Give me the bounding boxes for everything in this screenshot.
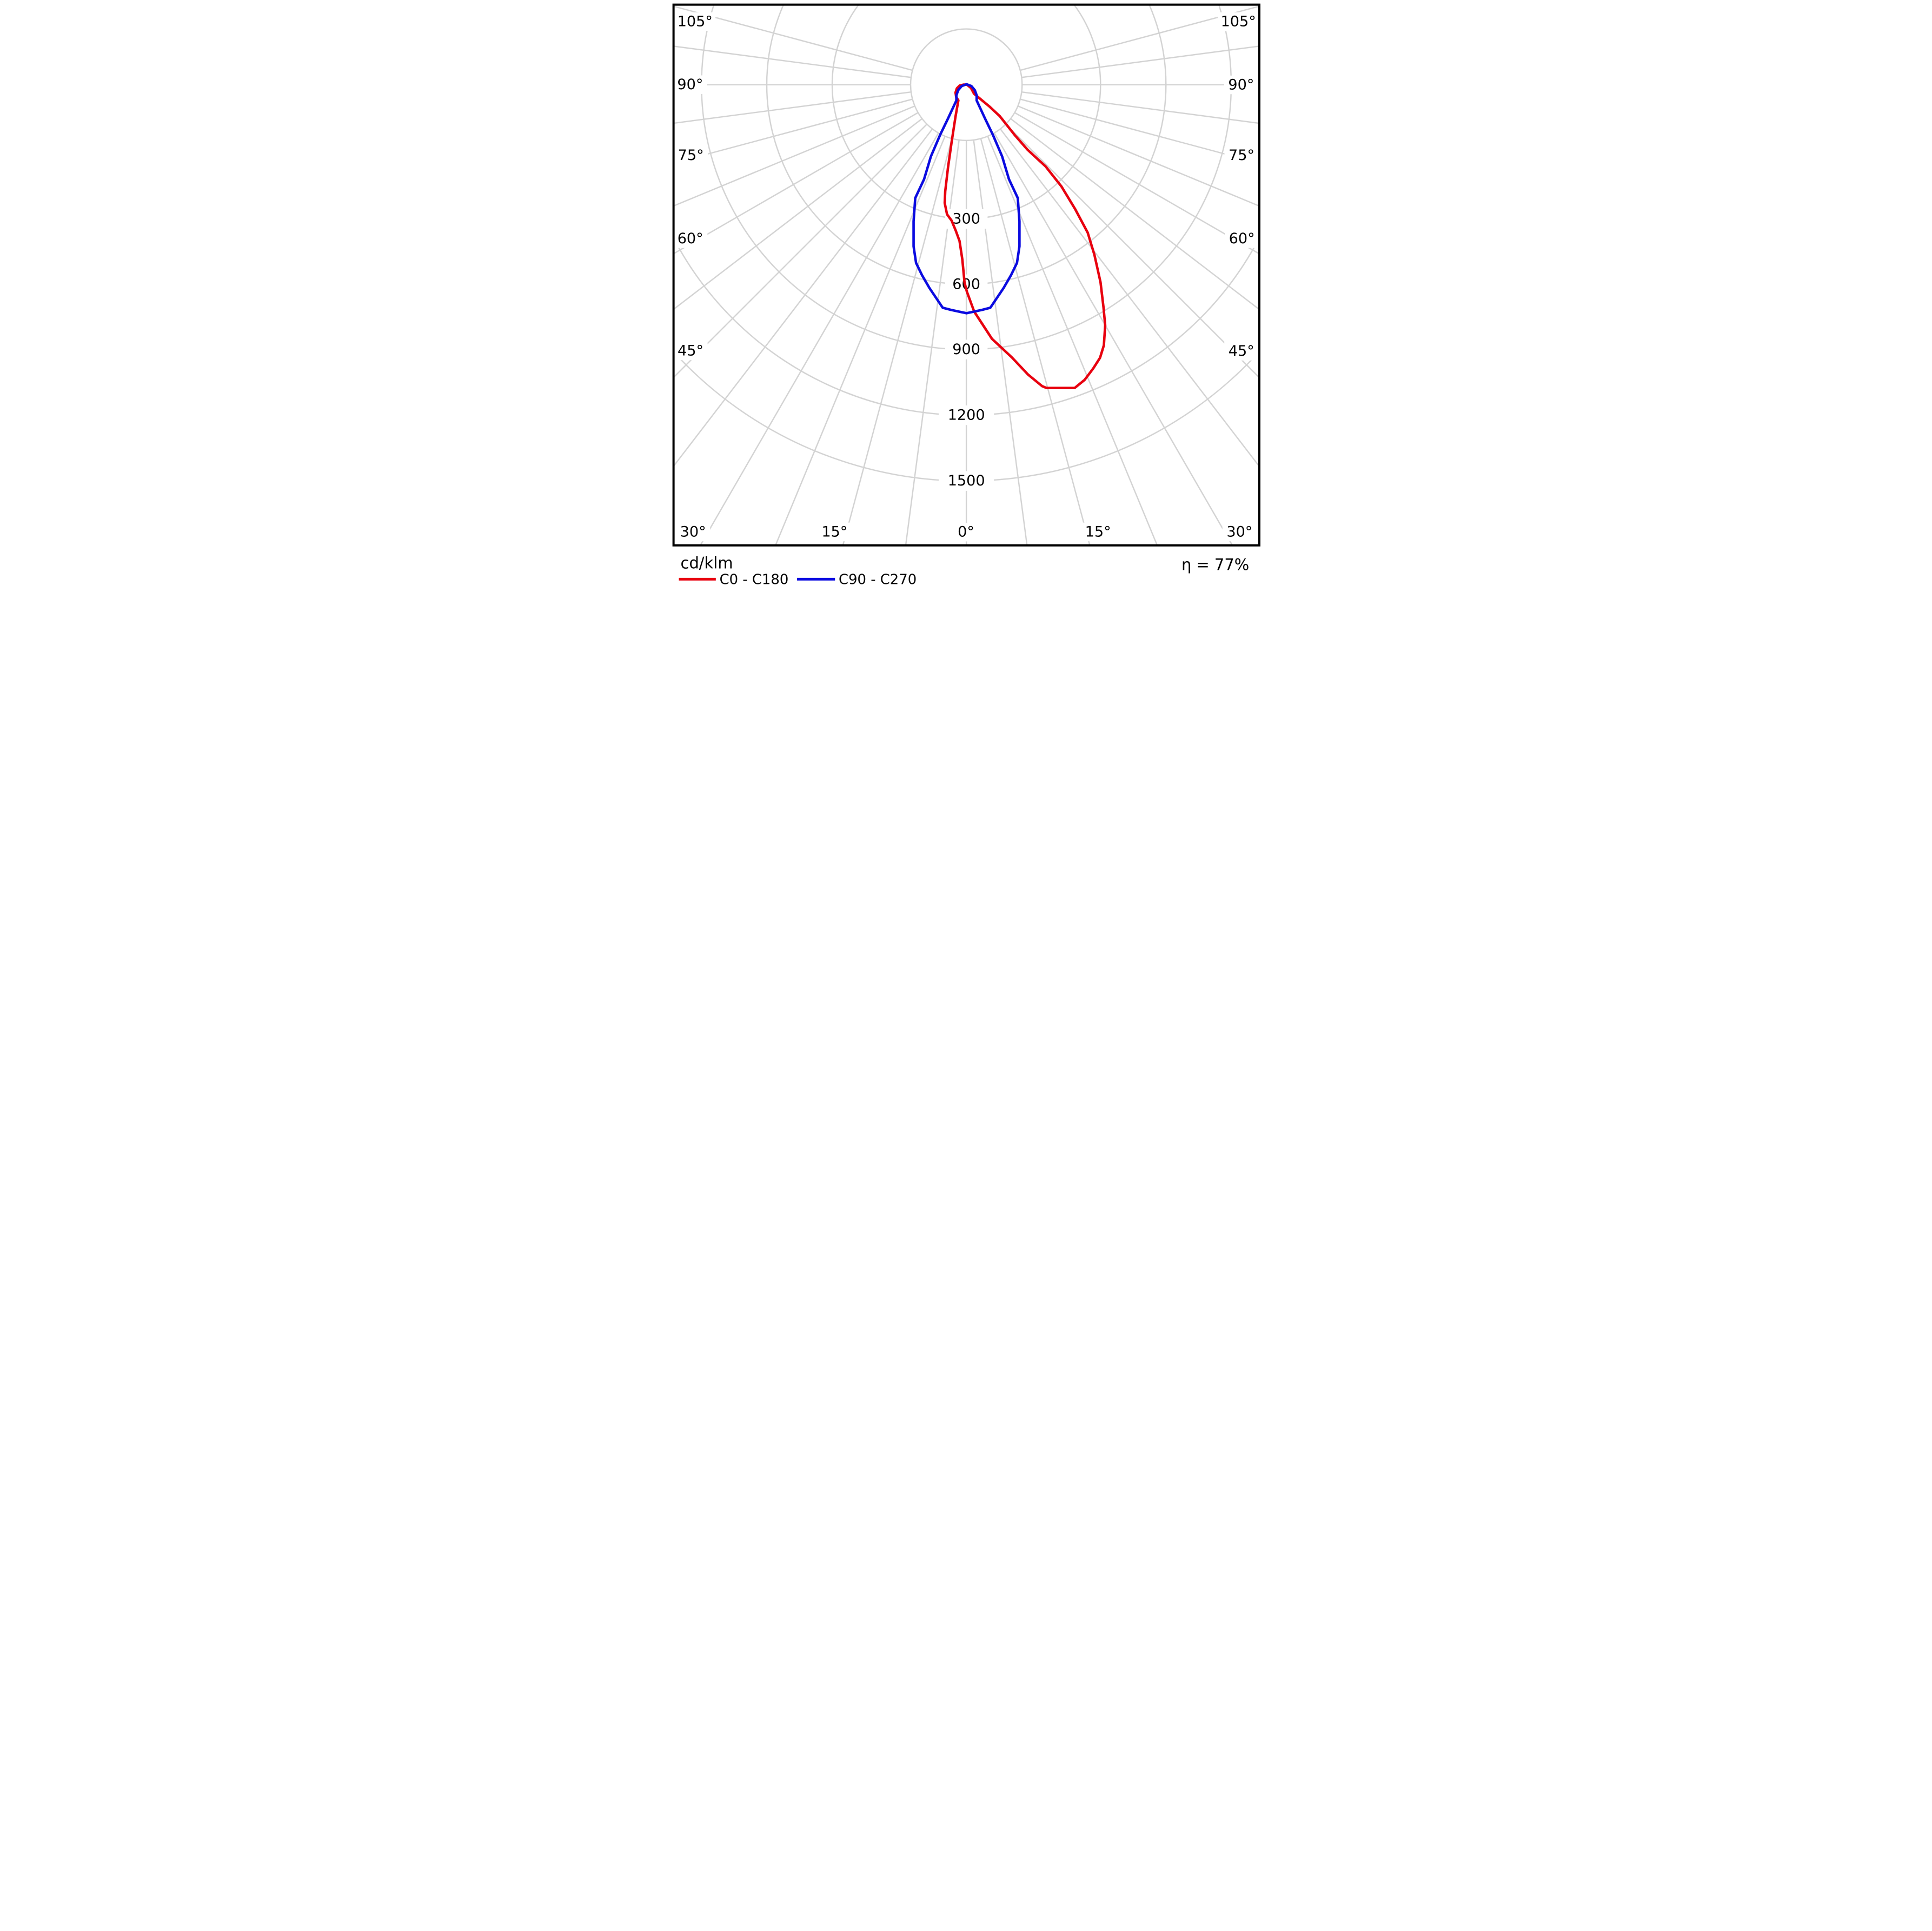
gamma-spoke xyxy=(1010,118,1258,310)
gamma-spoke xyxy=(842,138,953,545)
gamma-spoke xyxy=(1019,5,1258,71)
curve-c90-c270 xyxy=(912,83,1021,315)
gamma-spoke xyxy=(1014,112,1258,254)
gamma-angle-label: 30° xyxy=(680,523,706,540)
gamma-spoke xyxy=(674,45,911,78)
ring-value-label: 300 xyxy=(952,210,980,227)
gamma-spoke xyxy=(1019,98,1258,164)
gamma-spoke xyxy=(972,139,1027,545)
gamma-angle-label-box xyxy=(953,522,979,542)
gamma-angle-label: 30° xyxy=(1226,523,1252,540)
inner-circle xyxy=(909,28,1023,142)
gamma-angle-label-box xyxy=(1217,12,1259,31)
gamma-angle-label: 105° xyxy=(1220,14,1256,30)
gamma-angle-label: 45° xyxy=(678,342,703,359)
legend-blue-label: C90 - C270 xyxy=(839,572,917,588)
gamma-spoke xyxy=(674,105,915,207)
plot-border xyxy=(672,3,1260,547)
gamma-angle-label-box xyxy=(1224,146,1259,165)
gamma-spoke xyxy=(980,138,1090,545)
ring-value-label-box xyxy=(938,405,994,425)
ring-value-label: 1500 xyxy=(947,472,985,489)
gamma-spoke xyxy=(1017,105,1258,207)
gamma-angle-label: 90° xyxy=(1228,77,1254,94)
ring-value-label-box xyxy=(945,339,987,359)
gamma-angle-label: 15° xyxy=(821,523,847,540)
gamma-angle-label-box xyxy=(673,341,708,361)
gamma-spoke xyxy=(674,5,913,71)
gamma-spoke xyxy=(993,132,1233,545)
gamma-angle-label: 105° xyxy=(677,14,712,30)
gamma-angle-label-box xyxy=(1224,229,1259,248)
gamma-spoke xyxy=(674,112,918,254)
gamma-spoke xyxy=(986,136,1158,545)
gamma-angle-label: 75° xyxy=(678,147,703,164)
gamma-angle-label-box xyxy=(674,12,715,31)
gamma-spoke xyxy=(674,128,933,467)
gamma-angle-label: 0° xyxy=(958,524,974,541)
ring-value-label-box xyxy=(938,471,994,491)
intensity-curves xyxy=(912,83,1106,389)
gamma-spoke xyxy=(674,118,922,310)
legend-red-label: C0 - C180 xyxy=(719,572,788,588)
gamma-angle-label-box xyxy=(1222,522,1257,542)
gamma-angle-label-box xyxy=(675,522,710,542)
gamma-angle-label: 60° xyxy=(677,230,703,247)
gamma-angle-label: 15° xyxy=(1085,523,1111,540)
gamma-spoke xyxy=(674,98,913,164)
ring-value-label-box xyxy=(945,209,987,229)
gamma-angle-label: 90° xyxy=(677,76,703,93)
gamma-spoke xyxy=(775,136,946,545)
gamma-angle-label-box xyxy=(673,75,707,94)
gamma-angle-label: 75° xyxy=(1229,147,1254,164)
gamma-spoke xyxy=(1021,45,1258,78)
legend: cd/klm C0 - C180 C90 - C270 η = 77% xyxy=(678,554,1249,588)
gamma-spoke xyxy=(1021,91,1258,124)
gamma-angle-label-box xyxy=(673,229,707,248)
efficiency-label: η = 77% xyxy=(1181,555,1249,574)
gamma-spoke xyxy=(905,139,960,545)
gamma-angle-label: 60° xyxy=(1229,230,1254,247)
gamma-angle-label-box xyxy=(673,146,708,165)
photometric-diagram-page: 300 600 900 1200 1500 105° 90° 75° 60° 45° 105° 90°… xyxy=(668,0,1264,595)
gamma-angle-label-box xyxy=(817,522,852,542)
gamma-spoke xyxy=(700,132,939,545)
gamma-angle-label: 45° xyxy=(1228,343,1254,359)
gamma-angle-label-box xyxy=(1080,522,1115,542)
curve-c0-c180 xyxy=(943,83,1106,389)
ring-value-label: 1200 xyxy=(947,407,985,424)
polar-photometric-chart: 30060090012001500105°90°75°60°45°105°90°… xyxy=(672,3,1260,588)
gamma-angle-label-box xyxy=(1224,75,1258,95)
grid-labels: 30060090012001500105°90°75°60°45°105°90°… xyxy=(673,12,1259,542)
unit-label: cd/klm xyxy=(680,554,733,572)
polar-grid xyxy=(674,5,1258,545)
gamma-spoke xyxy=(999,128,1258,467)
ring-value-label: 900 xyxy=(952,341,980,358)
gamma-angle-label-box xyxy=(1224,342,1258,361)
gamma-spoke xyxy=(674,91,911,124)
